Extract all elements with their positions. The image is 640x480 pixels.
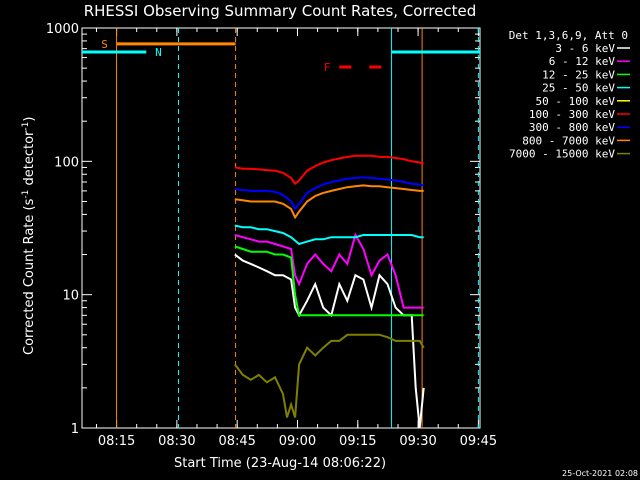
y-axis-label: Corrected Count Rate (s-1 detector-1) <box>21 117 37 355</box>
footer-timestamp: 25-Oct-2021 02:08 <box>562 469 638 478</box>
series-line <box>234 154 424 186</box>
chart-title: RHESSI Observing Summary Count Rates, Co… <box>84 2 477 20</box>
legend-label: 300 - 800 keV <box>529 121 615 134</box>
series-line <box>234 176 424 211</box>
y-tick-label: 1000 <box>46 22 79 37</box>
x-tick-label: 08:30 <box>158 434 195 449</box>
legend-label: 50 - 100 keV <box>536 95 616 108</box>
x-axis-label: Start Time (23-Aug-14 08:06:22) <box>174 456 386 471</box>
legend-label: 6 - 12 keV <box>549 55 616 68</box>
legend-label: 25 - 50 keV <box>542 82 615 95</box>
flag-label: S <box>101 38 108 51</box>
x-tick-label: 09:15 <box>339 434 376 449</box>
legend-label: 800 - 7000 keV <box>522 134 615 147</box>
series-line <box>234 224 424 246</box>
x-tick-label: 09:45 <box>460 434 497 449</box>
x-tick-label: 09:30 <box>399 434 436 449</box>
series-line <box>234 333 425 418</box>
legend-label: 12 - 25 keV <box>542 68 615 81</box>
x-tick-label: 08:15 <box>98 434 135 449</box>
x-tick-label: 09:00 <box>279 434 316 449</box>
flag-label: N <box>155 46 162 59</box>
legend-label: 100 - 300 keV <box>529 108 615 121</box>
series-line <box>234 184 424 220</box>
legend-label: 7000 - 15000 keV <box>509 148 615 161</box>
plot-area: 1 10 100 1000 08:15 08:30 08:45 09:00 09:15 09:30… <box>46 22 497 449</box>
series-line <box>234 245 424 317</box>
legend-header: Det 1,3,6,9, Att 0 <box>509 29 628 42</box>
plot-frame <box>81 27 481 429</box>
series-line <box>234 232 424 309</box>
y-tick-label: 1 <box>71 422 79 437</box>
y-tick-label: 100 <box>54 155 79 170</box>
x-tick-label: 08:45 <box>218 434 255 449</box>
legend-label: 3 - 6 keV <box>555 42 615 55</box>
y-tick-label: 10 <box>62 289 79 304</box>
flag-label: F <box>324 61 331 74</box>
